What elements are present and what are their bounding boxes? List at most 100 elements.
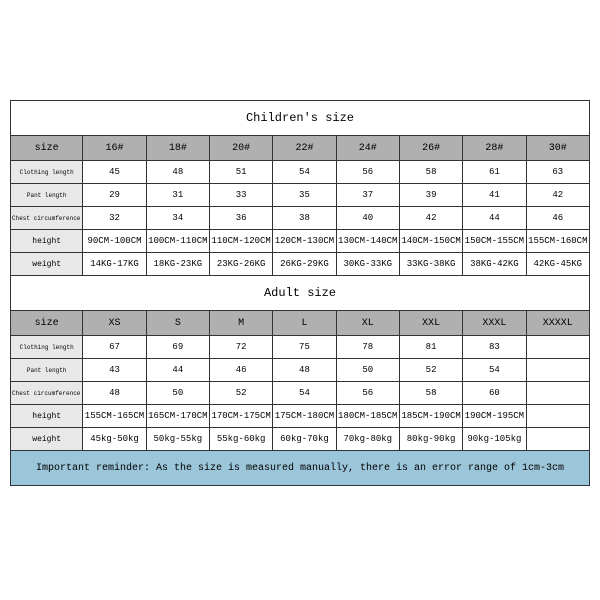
data-cell: 31 xyxy=(146,184,209,207)
data-cell: 52 xyxy=(209,382,272,405)
data-cell: 56 xyxy=(336,161,399,184)
data-cell: 165CM-170CM xyxy=(146,405,209,428)
table-row: Chest circumference 1/2 48 50 52 54 56 5… xyxy=(11,382,590,405)
data-cell: 90kg-105kg xyxy=(463,428,526,451)
data-cell: 35 xyxy=(273,184,336,207)
data-cell: 26KG-29KG xyxy=(273,253,336,276)
data-cell: 175CM-180CM xyxy=(273,405,336,428)
data-cell: 56 xyxy=(336,382,399,405)
reminder-text: Important reminder: As the size is measu… xyxy=(11,451,590,486)
children-title: Children's size xyxy=(11,101,590,136)
data-cell: 155CM-160CM xyxy=(526,230,589,253)
data-cell: 34 xyxy=(146,207,209,230)
data-cell xyxy=(526,405,589,428)
data-cell: 155CM-165CM xyxy=(83,405,146,428)
data-cell: 46 xyxy=(526,207,589,230)
row-label: Chest circumference 1/2 xyxy=(11,382,83,405)
data-cell: 45kg-50kg xyxy=(83,428,146,451)
children-header-row: size 16# 18# 20# 22# 24# 26# 28# 30# xyxy=(11,136,590,161)
children-header-cell: 26# xyxy=(399,136,462,161)
adult-header-cell: M xyxy=(209,311,272,336)
data-cell: 42 xyxy=(399,207,462,230)
children-header-cell: size xyxy=(11,136,83,161)
data-cell: 55kg-60kg xyxy=(209,428,272,451)
row-label: height xyxy=(11,405,83,428)
data-cell: 48 xyxy=(273,359,336,382)
adult-title-row: Adult size xyxy=(11,276,590,311)
children-header-cell: 16# xyxy=(83,136,146,161)
data-cell: 54 xyxy=(273,161,336,184)
row-label: Clothing length xyxy=(11,161,83,184)
data-cell: 50 xyxy=(336,359,399,382)
row-label: Pant length xyxy=(11,359,83,382)
data-cell: 39 xyxy=(399,184,462,207)
adult-header-cell: L xyxy=(273,311,336,336)
data-cell xyxy=(526,336,589,359)
data-cell: 36 xyxy=(209,207,272,230)
data-cell: 90CM-100CM xyxy=(83,230,146,253)
children-header-cell: 20# xyxy=(209,136,272,161)
adult-header-cell: S xyxy=(146,311,209,336)
reminder-row: Important reminder: As the size is measu… xyxy=(11,451,590,486)
children-header-cell: 18# xyxy=(146,136,209,161)
data-cell: 32 xyxy=(83,207,146,230)
data-cell: 29 xyxy=(83,184,146,207)
data-cell: 44 xyxy=(463,207,526,230)
adult-header-cell: size xyxy=(11,311,83,336)
table-row: weight 45kg-50kg 50kg-55kg 55kg-60kg 60k… xyxy=(11,428,590,451)
children-header-cell: 28# xyxy=(463,136,526,161)
row-label: height xyxy=(11,230,83,253)
table-row: weight 14KG-17KG 18KG-23KG 23KG-26KG 26K… xyxy=(11,253,590,276)
table-row: Pant length 43 44 46 48 50 52 54 xyxy=(11,359,590,382)
data-cell: 33KG-38KG xyxy=(399,253,462,276)
children-title-row: Children's size xyxy=(11,101,590,136)
data-cell: 45 xyxy=(83,161,146,184)
row-label: Pant length xyxy=(11,184,83,207)
adult-header-cell: XS xyxy=(83,311,146,336)
adult-header-cell: XXL xyxy=(399,311,462,336)
children-header-cell: 22# xyxy=(273,136,336,161)
data-cell: 100CM-110CM xyxy=(146,230,209,253)
row-label: weight xyxy=(11,428,83,451)
table-row: Clothing length 67 69 72 75 78 81 83 xyxy=(11,336,590,359)
data-cell: 70kg-80kg xyxy=(336,428,399,451)
data-cell: 37 xyxy=(336,184,399,207)
data-cell: 185CM-190CM xyxy=(399,405,462,428)
data-cell: 44 xyxy=(146,359,209,382)
data-cell: 130CM-140CM xyxy=(336,230,399,253)
table-row: Clothing length 45 48 51 54 56 58 61 63 xyxy=(11,161,590,184)
data-cell: 120CM-130CM xyxy=(273,230,336,253)
data-cell: 83 xyxy=(463,336,526,359)
size-table: Children's size size 16# 18# 20# 22# 24#… xyxy=(10,100,590,486)
data-cell: 23KG-26KG xyxy=(209,253,272,276)
data-cell: 50 xyxy=(146,382,209,405)
data-cell: 14KG-17KG xyxy=(83,253,146,276)
data-cell: 110CM-120CM xyxy=(209,230,272,253)
data-cell: 63 xyxy=(526,161,589,184)
data-cell xyxy=(526,359,589,382)
data-cell: 61 xyxy=(463,161,526,184)
data-cell: 72 xyxy=(209,336,272,359)
children-header-cell: 24# xyxy=(336,136,399,161)
data-cell: 54 xyxy=(273,382,336,405)
data-cell: 40 xyxy=(336,207,399,230)
data-cell: 78 xyxy=(336,336,399,359)
row-label: Chest circumference 1/2 xyxy=(11,207,83,230)
data-cell: 58 xyxy=(399,161,462,184)
data-cell: 80kg-90kg xyxy=(399,428,462,451)
data-cell: 60 xyxy=(463,382,526,405)
adult-header-cell: XL xyxy=(336,311,399,336)
table-row: height 155CM-165CM 165CM-170CM 170CM-175… xyxy=(11,405,590,428)
table-row: Pant length 29 31 33 35 37 39 41 42 xyxy=(11,184,590,207)
data-cell: 33 xyxy=(209,184,272,207)
data-cell xyxy=(526,382,589,405)
data-cell: 81 xyxy=(399,336,462,359)
children-header-cell: 30# xyxy=(526,136,589,161)
data-cell: 42KG-45KG xyxy=(526,253,589,276)
data-cell: 46 xyxy=(209,359,272,382)
data-cell: 38 xyxy=(273,207,336,230)
data-cell: 67 xyxy=(83,336,146,359)
data-cell: 51 xyxy=(209,161,272,184)
adult-header-cell: XXXL xyxy=(463,311,526,336)
data-cell: 18KG-23KG xyxy=(146,253,209,276)
